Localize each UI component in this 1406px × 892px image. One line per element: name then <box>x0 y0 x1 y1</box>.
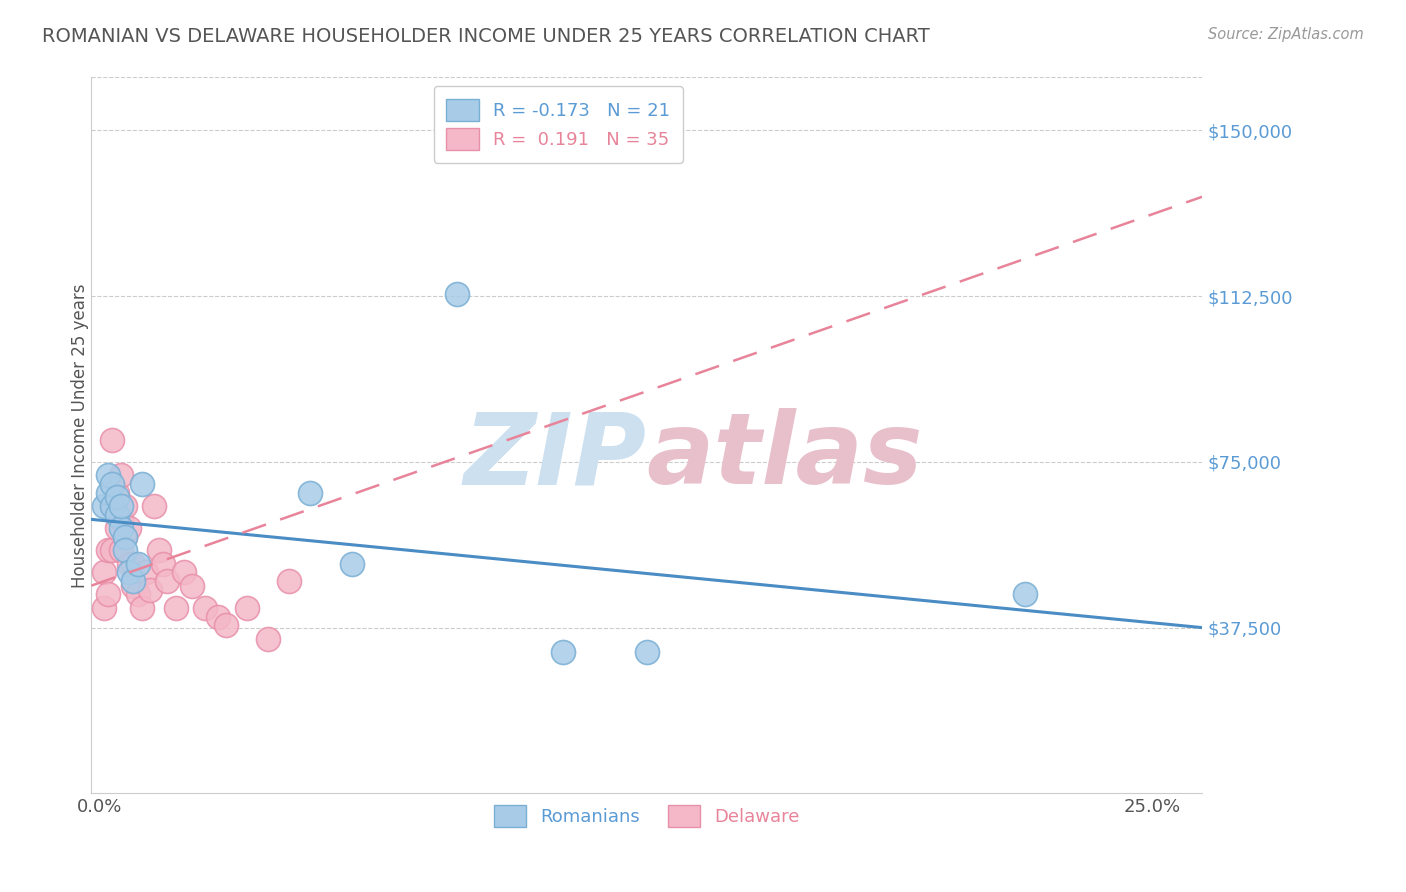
Point <box>114 499 136 513</box>
Text: Source: ZipAtlas.com: Source: ZipAtlas.com <box>1208 27 1364 42</box>
Point <box>181 579 204 593</box>
Point <box>105 521 128 535</box>
Point <box>114 530 136 544</box>
Text: ZIP: ZIP <box>464 409 647 506</box>
Point <box>93 566 115 580</box>
Point <box>110 521 132 535</box>
Point <box>122 557 145 571</box>
Point <box>110 468 132 483</box>
Point <box>165 600 187 615</box>
Point <box>131 477 153 491</box>
Point <box>446 287 468 301</box>
Point <box>143 499 166 513</box>
Point <box>636 645 658 659</box>
Point <box>236 600 259 615</box>
Point <box>148 543 170 558</box>
Point <box>114 530 136 544</box>
Point <box>135 566 157 580</box>
Legend: Romanians, Delaware: Romanians, Delaware <box>486 798 807 834</box>
Point <box>110 512 132 526</box>
Point <box>131 600 153 615</box>
Point <box>173 566 195 580</box>
Point <box>97 468 120 483</box>
Point <box>101 433 124 447</box>
Point <box>257 632 280 646</box>
Y-axis label: Householder Income Under 25 years: Householder Income Under 25 years <box>72 283 89 588</box>
Point <box>278 574 301 589</box>
Point <box>101 499 124 513</box>
Text: ROMANIAN VS DELAWARE HOUSEHOLDER INCOME UNDER 25 YEARS CORRELATION CHART: ROMANIAN VS DELAWARE HOUSEHOLDER INCOME … <box>42 27 929 45</box>
Point <box>118 557 141 571</box>
Point <box>101 499 124 513</box>
Point <box>110 543 132 558</box>
Point <box>207 609 229 624</box>
Point <box>110 499 132 513</box>
Point <box>97 543 120 558</box>
Point <box>1014 587 1036 601</box>
Text: atlas: atlas <box>647 409 924 506</box>
Point <box>342 557 364 571</box>
Point <box>152 557 174 571</box>
Point <box>118 566 141 580</box>
Point <box>97 587 120 601</box>
Point <box>118 521 141 535</box>
Point <box>127 587 149 601</box>
Point <box>105 490 128 504</box>
Point <box>299 486 322 500</box>
Point <box>139 583 162 598</box>
Point <box>156 574 179 589</box>
Point <box>97 486 120 500</box>
Point <box>215 618 238 632</box>
Point <box>122 574 145 589</box>
Point <box>105 486 128 500</box>
Point <box>105 508 128 522</box>
Point <box>101 543 124 558</box>
Point <box>122 579 145 593</box>
Point <box>93 600 115 615</box>
Point <box>101 477 124 491</box>
Point <box>114 543 136 558</box>
Point <box>127 557 149 571</box>
Point <box>194 600 217 615</box>
Point <box>93 499 115 513</box>
Point <box>551 645 574 659</box>
